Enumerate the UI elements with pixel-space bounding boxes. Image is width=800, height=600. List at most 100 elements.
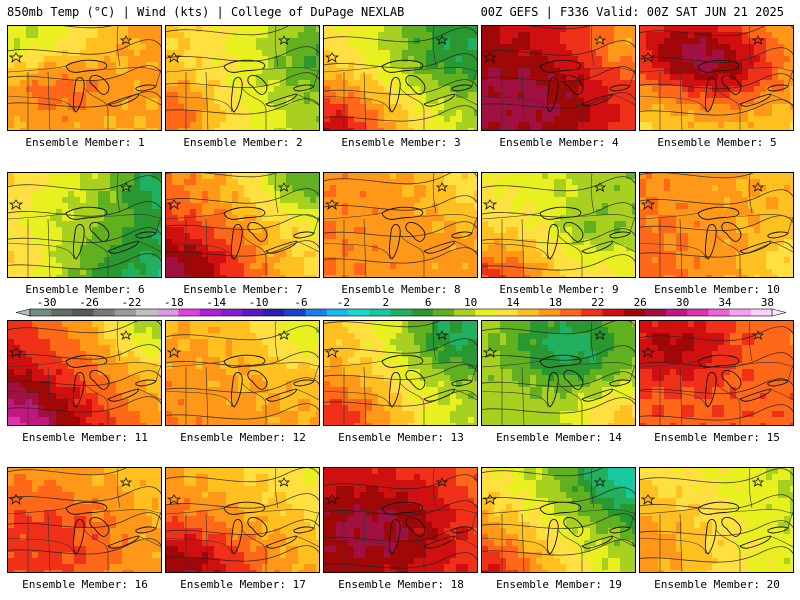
political-boundaries (482, 468, 635, 572)
temperature-colorbar: -30 -26 -22 -18 -14 -10 -6 -2 2 6 10 14 18 22 26 30 34 38… (15, 296, 787, 317)
temperature-shading (8, 173, 161, 277)
ensemble-member-label: Ensemble Member: 13 (338, 431, 464, 444)
temperature-field (482, 468, 635, 572)
station-star-icon (324, 52, 340, 63)
political-boundaries (166, 321, 319, 425)
great-lakes-outline (539, 59, 631, 113)
ensemble-member-map (639, 467, 794, 573)
temperature-field (482, 321, 635, 425)
ensemble-member-label: Ensemble Member: 7 (183, 283, 303, 296)
temperature-shading (324, 26, 477, 130)
temperature-shading (324, 173, 477, 277)
colorbar-tick-label: 18 (549, 296, 562, 309)
pressure-contours (8, 468, 161, 555)
temperature-field (640, 321, 793, 425)
colorbar-tick-label: -22 (121, 296, 141, 309)
ensemble-member-map (165, 320, 320, 426)
colorbar-max-arrow (771, 308, 787, 317)
station-star-icon (277, 182, 291, 192)
ensemble-member-map (639, 172, 794, 278)
ensemble-member-label: Ensemble Member: 12 (180, 431, 306, 444)
pressure-contours (482, 26, 635, 109)
ensemble-member-label: Ensemble Member: 14 (496, 431, 622, 444)
political-boundaries (166, 468, 319, 572)
temperature-shading (8, 321, 161, 425)
ensemble-member-label: Ensemble Member: 19 (496, 578, 622, 591)
ensemble-member-label: Ensemble Member: 10 (654, 283, 780, 296)
political-boundaries (324, 26, 477, 130)
great-lakes-outline (697, 354, 789, 408)
station-star-icon (640, 347, 656, 358)
pressure-contours (166, 173, 319, 257)
ensemble-member-map (481, 172, 636, 278)
colorbar-swatch (708, 309, 730, 316)
colorbar-swatch (602, 309, 624, 316)
colorbar-swatch (369, 309, 391, 316)
station-star-icon (277, 330, 291, 340)
station-star-icon (8, 347, 24, 358)
pressure-contours (166, 468, 319, 562)
colorbar-swatch (284, 309, 306, 316)
political-boundaries (324, 321, 477, 425)
great-lakes-outline (381, 206, 473, 260)
political-boundaries (640, 468, 793, 572)
great-lakes-outline (65, 354, 157, 408)
temperature-shading (166, 321, 319, 425)
ensemble-member-map (323, 320, 478, 426)
temperature-shading (324, 321, 477, 425)
temperature-shading (166, 26, 319, 130)
great-lakes-outline (539, 501, 631, 555)
great-lakes-outline (65, 501, 157, 555)
colorbar-tick-label: -30 (37, 296, 57, 309)
temperature-field (8, 468, 161, 572)
station-star-icon (640, 199, 656, 210)
station-star-icon (277, 477, 291, 487)
station-star-icon (482, 199, 498, 210)
colorbar-swatch (454, 309, 476, 316)
colorbar-swatch (666, 309, 688, 316)
temperature-shading (640, 468, 793, 572)
station-star-icon (8, 52, 24, 63)
temperature-field (166, 321, 319, 425)
great-lakes-outline (223, 501, 315, 555)
station-star-icon (277, 35, 291, 45)
colorbar-swatch (729, 309, 752, 316)
ensemble-member-map (323, 25, 478, 131)
ensemble-member-map (165, 25, 320, 131)
pressure-contours (8, 26, 161, 108)
great-lakes-outline (539, 206, 631, 260)
colorbar-swatch (220, 309, 243, 316)
colorbar-swatch (517, 309, 540, 316)
colorbar-tick-label: 14 (506, 296, 520, 309)
pressure-contours (640, 173, 793, 258)
temperature-field (166, 468, 319, 572)
station-star-icon (8, 199, 24, 210)
ensemble-member-label: Ensemble Member: 11 (22, 431, 148, 444)
temperature-field (8, 321, 161, 425)
ensemble-member-map (639, 25, 794, 131)
station-star-icon (640, 494, 656, 505)
temperature-field (482, 26, 635, 130)
political-boundaries (640, 26, 793, 130)
temperature-field (640, 468, 793, 572)
station-star-icon (166, 347, 182, 358)
temperature-field (8, 26, 161, 130)
colorbar-tick-label: 10 (464, 296, 477, 309)
political-boundaries (640, 173, 793, 277)
temperature-field (324, 468, 477, 572)
station-star-icon (435, 35, 449, 45)
pressure-contours (324, 173, 477, 264)
temperature-shading (482, 26, 635, 130)
colorbar-swatch (411, 309, 434, 316)
temperature-field (324, 173, 477, 277)
ensemble-member-map (481, 320, 636, 426)
pressure-contours (640, 326, 793, 421)
colorbar-swatch (326, 309, 349, 316)
station-star-icon (751, 330, 765, 340)
ensemble-member-label: Ensemble Member: 2 (183, 136, 303, 149)
great-lakes-outline (65, 206, 157, 260)
ensemble-member-map (7, 172, 162, 278)
great-lakes-outline (223, 59, 315, 113)
station-star-icon (119, 330, 133, 340)
temperature-field (324, 321, 477, 425)
